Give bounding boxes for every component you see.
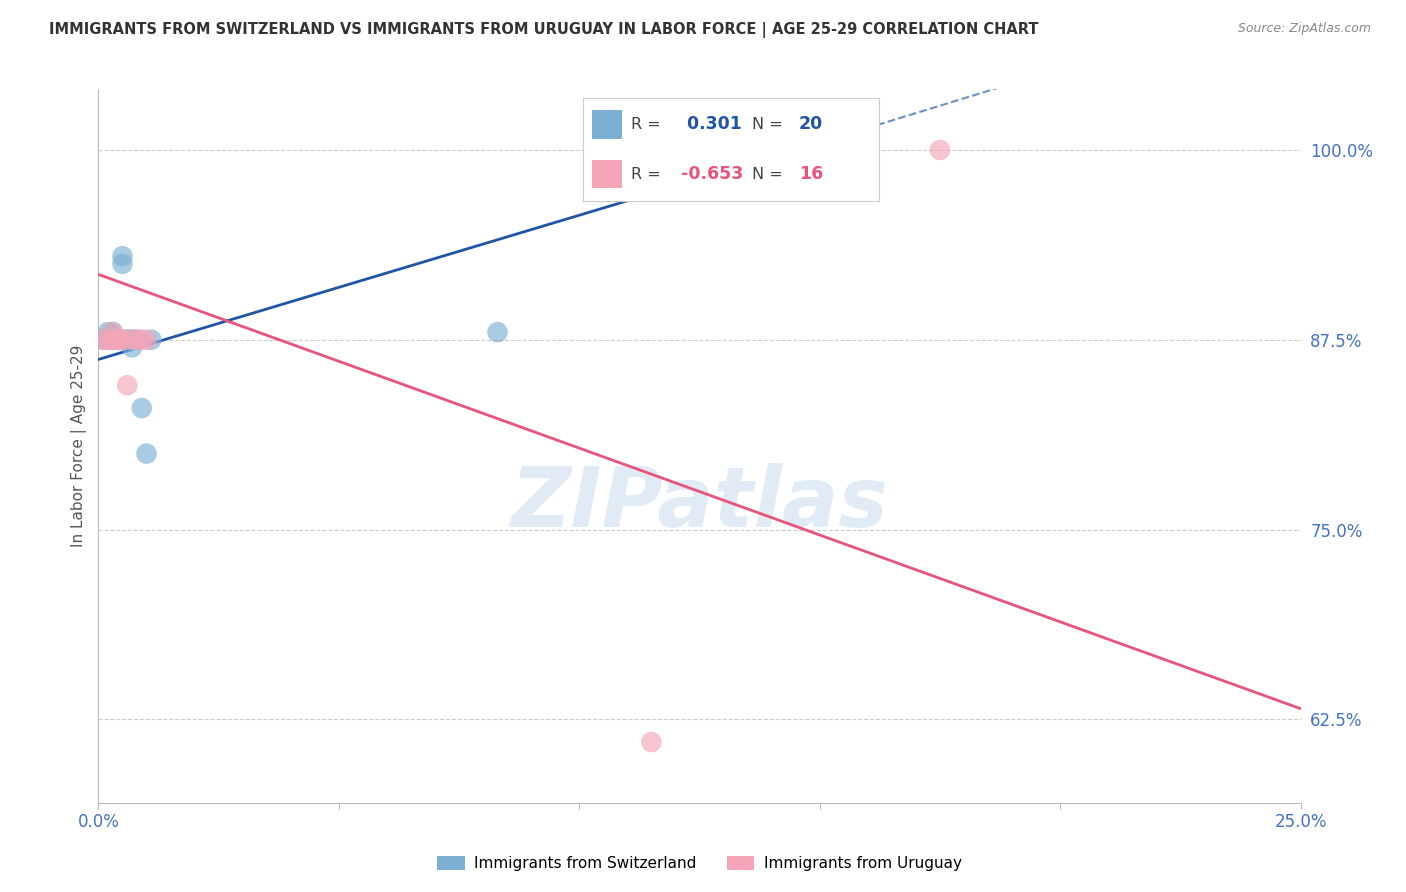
Legend: Immigrants from Switzerland, Immigrants from Uruguay: Immigrants from Switzerland, Immigrants … — [432, 850, 967, 877]
Point — [486, 325, 509, 339]
Text: R =: R = — [631, 117, 665, 132]
Point — [107, 333, 129, 347]
Point — [97, 333, 120, 347]
Text: IMMIGRANTS FROM SWITZERLAND VS IMMIGRANTS FROM URUGUAY IN LABOR FORCE | AGE 25-2: IMMIGRANTS FROM SWITZERLAND VS IMMIGRANT… — [49, 22, 1039, 38]
Text: 20: 20 — [799, 115, 824, 133]
Point — [135, 333, 157, 347]
Point — [91, 333, 114, 347]
Text: R =: R = — [631, 167, 665, 182]
Point — [131, 401, 153, 415]
Y-axis label: In Labor Force | Age 25-29: In Labor Force | Age 25-29 — [72, 345, 87, 547]
Point — [97, 325, 120, 339]
Text: 0.301: 0.301 — [681, 115, 742, 133]
Point — [125, 333, 148, 347]
Point — [640, 735, 662, 749]
Point — [111, 333, 134, 347]
Point — [97, 333, 120, 347]
Point — [135, 447, 157, 461]
Bar — [592, 111, 621, 139]
Point — [101, 333, 124, 347]
Text: ZIPatlas: ZIPatlas — [510, 463, 889, 543]
Point — [121, 333, 143, 347]
Point — [107, 333, 129, 347]
Point — [141, 333, 163, 347]
Point — [91, 333, 114, 347]
Point — [101, 333, 124, 347]
Point — [107, 333, 129, 347]
Point — [121, 340, 143, 354]
Point — [111, 257, 134, 271]
Point — [111, 249, 134, 263]
Point — [117, 333, 139, 347]
Point — [101, 325, 124, 339]
Text: N =: N = — [752, 167, 787, 182]
Point — [131, 333, 153, 347]
Point — [121, 333, 143, 347]
Text: N =: N = — [752, 117, 787, 132]
Text: Source: ZipAtlas.com: Source: ZipAtlas.com — [1237, 22, 1371, 36]
Bar — [592, 160, 621, 188]
Point — [117, 378, 139, 392]
Point — [101, 333, 124, 347]
Point — [111, 333, 134, 347]
Point — [659, 143, 682, 157]
Text: 16: 16 — [799, 165, 824, 183]
Point — [107, 333, 129, 347]
Text: -0.653: -0.653 — [681, 165, 744, 183]
Point — [101, 333, 124, 347]
Point — [101, 325, 124, 339]
Point — [117, 333, 139, 347]
Point — [125, 333, 148, 347]
Point — [928, 143, 950, 157]
